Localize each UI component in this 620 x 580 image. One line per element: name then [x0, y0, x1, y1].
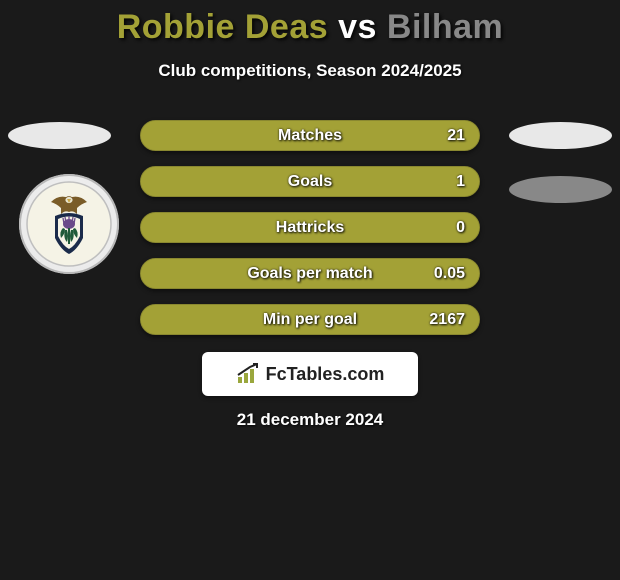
stat-bar: Goals per match 0.05	[140, 258, 480, 289]
stat-value: 0.05	[434, 265, 465, 283]
stat-label: Hattricks	[276, 219, 344, 237]
stat-value: 1	[456, 173, 465, 191]
vs-text: vs	[338, 8, 377, 46]
stat-bar: Min per goal 2167	[140, 304, 480, 335]
player1-photo-placeholder	[8, 122, 111, 149]
fctables-logo-icon	[236, 363, 262, 385]
stats-container: Matches 21 Goals 1 Hattricks 0 Goals per match…	[140, 120, 480, 350]
player1-name: Robbie Deas	[117, 8, 328, 46]
stat-bar: Matches 21	[140, 120, 480, 151]
stat-bar: Goals 1	[140, 166, 480, 197]
date-text: 21 december 2024	[0, 410, 620, 430]
stat-value: 0	[456, 219, 465, 237]
stat-bar: Hattricks 0	[140, 212, 480, 243]
stat-label: Goals per match	[247, 265, 372, 283]
player1-club-badge	[19, 174, 119, 274]
comparison-title: Robbie Deas vs Bilham	[0, 0, 620, 47]
stat-value: 2167	[429, 311, 465, 329]
player2-club-placeholder	[509, 176, 612, 203]
player2-photo-placeholder	[509, 122, 612, 149]
stat-label: Matches	[278, 127, 342, 145]
stat-label: Goals	[288, 173, 332, 191]
player2-name: Bilham	[387, 8, 503, 46]
stat-value: 21	[447, 127, 465, 145]
stat-label: Min per goal	[263, 311, 357, 329]
branding-text: FcTables.com	[266, 364, 385, 385]
club-crest-icon	[25, 180, 113, 268]
subtitle: Club competitions, Season 2024/2025	[0, 61, 620, 81]
branding-badge: FcTables.com	[202, 352, 418, 396]
